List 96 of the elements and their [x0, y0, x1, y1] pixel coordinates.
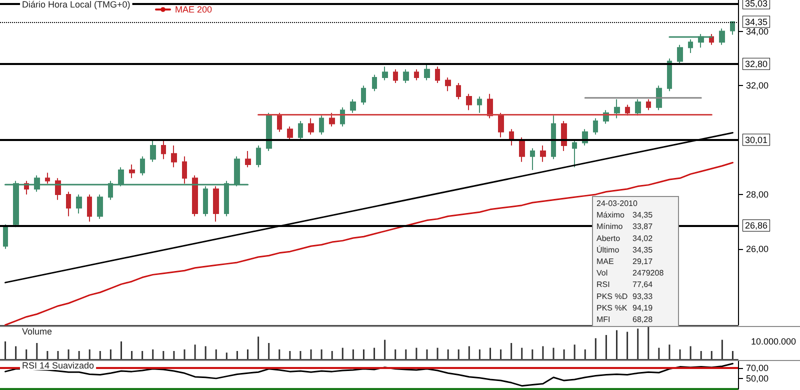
- candlestick: [487, 93, 493, 119]
- annotation: Aberto: [596, 234, 621, 243]
- candlestick: [414, 68, 419, 81]
- line-series: [4, 162, 734, 326]
- y-tick-label: 70,00: [746, 362, 769, 373]
- candlestick: [551, 115, 556, 160]
- candlestick: [76, 194, 82, 214]
- candlestick: [350, 98, 356, 114]
- candlestick: [3, 224, 8, 250]
- candlestick: [192, 174, 198, 217]
- candlestick: [393, 68, 398, 84]
- chart-title: Volume: [22, 326, 52, 336]
- candlestick: [614, 98, 620, 119]
- candlestick: [466, 93, 472, 111]
- candlestick: [625, 104, 630, 116]
- text: 10.000.000: [750, 336, 796, 346]
- candlestick: [509, 128, 514, 146]
- candlestick: [277, 112, 282, 132]
- candlestick: [477, 96, 482, 114]
- annotation: 68,28: [632, 315, 654, 324]
- ref-line-label: 30,01: [745, 134, 768, 145]
- candlestick: [182, 156, 187, 184]
- ref-line-label: 34,35: [745, 16, 768, 27]
- candlestick: [677, 44, 683, 64]
- candlestick: [667, 58, 672, 92]
- annotation: 33,87: [632, 222, 654, 232]
- annotation: Vol: [596, 268, 608, 278]
- candlestick: [329, 112, 335, 127]
- y-tick-label: 34,00: [746, 26, 769, 36]
- annotation: PKS %D: [596, 292, 628, 301]
- annotation: MFI: [596, 315, 610, 324]
- candlestick: [688, 38, 693, 54]
- annotation: 93,33: [632, 292, 654, 301]
- candlestick: [45, 172, 50, 184]
- y-tick-label: 32,00: [746, 80, 769, 91]
- candlestick: [730, 21, 735, 36]
- candlestick: [540, 145, 546, 162]
- candlestick: [445, 77, 451, 92]
- y-tick-label: 28,00: [746, 189, 769, 200]
- candlestick: [498, 112, 504, 138]
- annotation: 2479208: [632, 268, 664, 278]
- candlestick: [572, 140, 577, 168]
- annotation: 94,19: [632, 303, 654, 312]
- candlestick: [171, 145, 177, 168]
- candlestick: [382, 66, 388, 81]
- candlestick: [656, 85, 662, 111]
- candlestick: [161, 140, 166, 160]
- chart-title: RSI 14 Suavizado: [22, 360, 94, 370]
- candlestick: [435, 66, 440, 84]
- candlestick: [530, 148, 535, 170]
- candlestick: [266, 112, 272, 152]
- candlestick: [403, 68, 409, 84]
- annotation: Mínimo: [596, 222, 624, 232]
- candlestick: [97, 194, 103, 220]
- candlestick: [66, 191, 71, 217]
- candlestick: [593, 118, 598, 136]
- candlestick: [129, 164, 135, 179]
- annotation: 77,64: [632, 280, 654, 290]
- candlestick: [340, 106, 345, 127]
- candlestick: [287, 126, 293, 141]
- candlestick: [519, 136, 525, 162]
- annotation: Máximo: [596, 210, 626, 220]
- candlestick: [646, 98, 651, 111]
- candlestick: [298, 120, 303, 141]
- annotation: PKS %K: [596, 303, 628, 312]
- annotation: 34,35: [632, 245, 654, 254]
- annotation: 34,02: [632, 234, 654, 243]
- annotation: Último: [596, 245, 620, 254]
- candlestick: [456, 82, 461, 100]
- candlestick: [719, 28, 725, 46]
- candlestick: [213, 186, 219, 222]
- candlestick: [87, 194, 92, 222]
- ref-line-label: 26,86: [745, 220, 768, 230]
- candlestick: [319, 115, 324, 136]
- ref-line-label: 35,03: [745, 0, 768, 8]
- candlestick: [361, 85, 366, 106]
- ref-line-label: 32,80: [745, 58, 768, 69]
- annotation: RSI: [596, 280, 610, 290]
- y-tick-label: 26,00: [746, 244, 769, 254]
- legend-label: MAE 200: [175, 4, 212, 14]
- candlestick: [256, 145, 261, 168]
- candlestick: [561, 120, 567, 152]
- annotation: 34,35: [632, 210, 654, 220]
- chart-title: Diário Hora Local (TMG+0): [22, 0, 130, 10]
- annotation: 29,17: [632, 257, 654, 266]
- candlestick: [424, 63, 430, 81]
- annotation: 24-03-2010: [596, 199, 638, 208]
- candlestick: [245, 150, 251, 168]
- candlestick: [308, 118, 314, 136]
- candlestick: [372, 74, 377, 92]
- annotation: MAE: [596, 257, 614, 266]
- line-series: [4, 362, 734, 387]
- candlestick: [140, 156, 145, 176]
- candlestick: [635, 98, 641, 116]
- y-tick-label: 50,00: [746, 373, 769, 384]
- candlestick: [150, 140, 156, 162]
